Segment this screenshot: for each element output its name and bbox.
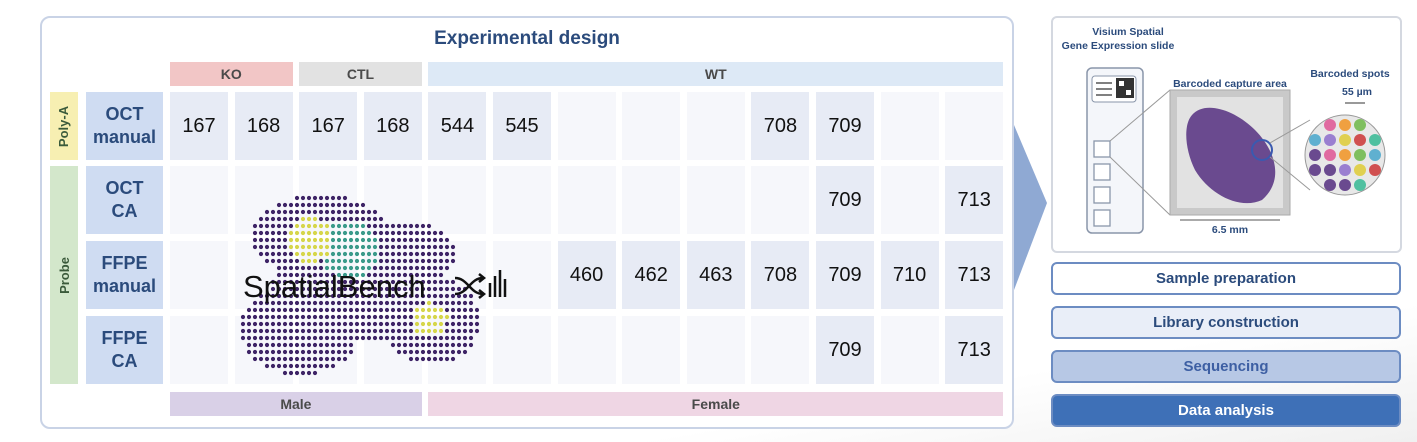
row-label-text: OCT CA (105, 178, 144, 221)
protocol-label: Poly-A (50, 92, 78, 160)
sample-cell: 544 (428, 92, 487, 160)
sex-label: Female (428, 392, 1004, 416)
sample-cell: 462 (622, 241, 681, 309)
empty-cell (557, 92, 616, 160)
row-label: FFPE CA (86, 316, 163, 384)
empty-cell (299, 316, 358, 384)
sample-cell: 460 (557, 241, 616, 309)
sample-cell: 545 (493, 92, 551, 160)
row-label-text: FFPE CA (101, 328, 148, 371)
empty-cell (686, 316, 745, 384)
empty-cell (557, 166, 616, 234)
sample-cell: 713 (945, 166, 1004, 234)
sample-cell: 167 (299, 92, 358, 160)
empty-cell (170, 316, 228, 384)
sample-cell: 709 (816, 241, 874, 309)
sample-cell: 168 (363, 92, 422, 160)
sex-label: Male (170, 392, 422, 416)
empty-cell (622, 92, 681, 160)
empty-cell (363, 316, 422, 384)
empty-cell (428, 166, 487, 234)
sample-cell: 710 (880, 241, 939, 309)
empty-cell (622, 166, 681, 234)
empty-cell (622, 316, 681, 384)
sample-cell: 167 (170, 92, 228, 160)
workflow-step: Sequencing (1051, 350, 1401, 383)
empty-cell (170, 166, 228, 234)
sample-cell: 708 (751, 241, 810, 309)
empty-cell (751, 166, 810, 234)
empty-cell (493, 241, 551, 309)
sample-cell: 708 (751, 92, 810, 160)
empty-cell (686, 166, 745, 234)
empty-cell (880, 316, 939, 384)
group-header: KO (170, 62, 293, 86)
sample-cell: 713 (945, 316, 1004, 384)
empty-cell (299, 241, 358, 309)
empty-cell (945, 92, 1004, 160)
empty-cell (686, 92, 745, 160)
workflow-step: Data analysis (1051, 394, 1401, 427)
protocol-label: Probe (50, 166, 78, 384)
sample-cell: 168 (234, 92, 293, 160)
empty-cell (428, 241, 487, 309)
empty-cell (880, 166, 939, 234)
empty-cell (493, 166, 551, 234)
sample-cell: 713 (945, 241, 1004, 309)
empty-cell (880, 92, 939, 160)
empty-cell (557, 316, 616, 384)
row-label-text: FFPE manual (92, 253, 157, 296)
empty-cell (428, 316, 487, 384)
sample-cell: 709 (816, 166, 874, 234)
empty-cell (363, 241, 422, 309)
empty-cell (751, 316, 810, 384)
row-label: OCT manual (86, 92, 163, 160)
group-header: WT (428, 62, 1004, 86)
row-label: FFPE manual (86, 241, 163, 309)
row-label-text: OCT manual (92, 104, 157, 147)
empty-cell (234, 166, 293, 234)
sample-cell: 463 (686, 241, 745, 309)
slide-panel (1051, 16, 1402, 253)
sample-cell: 709 (816, 92, 874, 160)
row-label: OCT CA (86, 166, 163, 234)
empty-cell (170, 241, 228, 309)
protocol-text: Poly-A (56, 105, 72, 147)
workflow-step: Library construction (1051, 306, 1401, 339)
empty-cell (234, 316, 293, 384)
sample-cell: 709 (816, 316, 874, 384)
empty-cell (363, 166, 422, 234)
empty-cell (234, 241, 293, 309)
workflow-step: Sample preparation (1051, 262, 1401, 295)
empty-cell (299, 166, 358, 234)
protocol-text: Probe (56, 256, 72, 294)
empty-cell (493, 316, 551, 384)
design-title: Experimental design (434, 28, 620, 49)
group-header: CTL (299, 62, 422, 86)
